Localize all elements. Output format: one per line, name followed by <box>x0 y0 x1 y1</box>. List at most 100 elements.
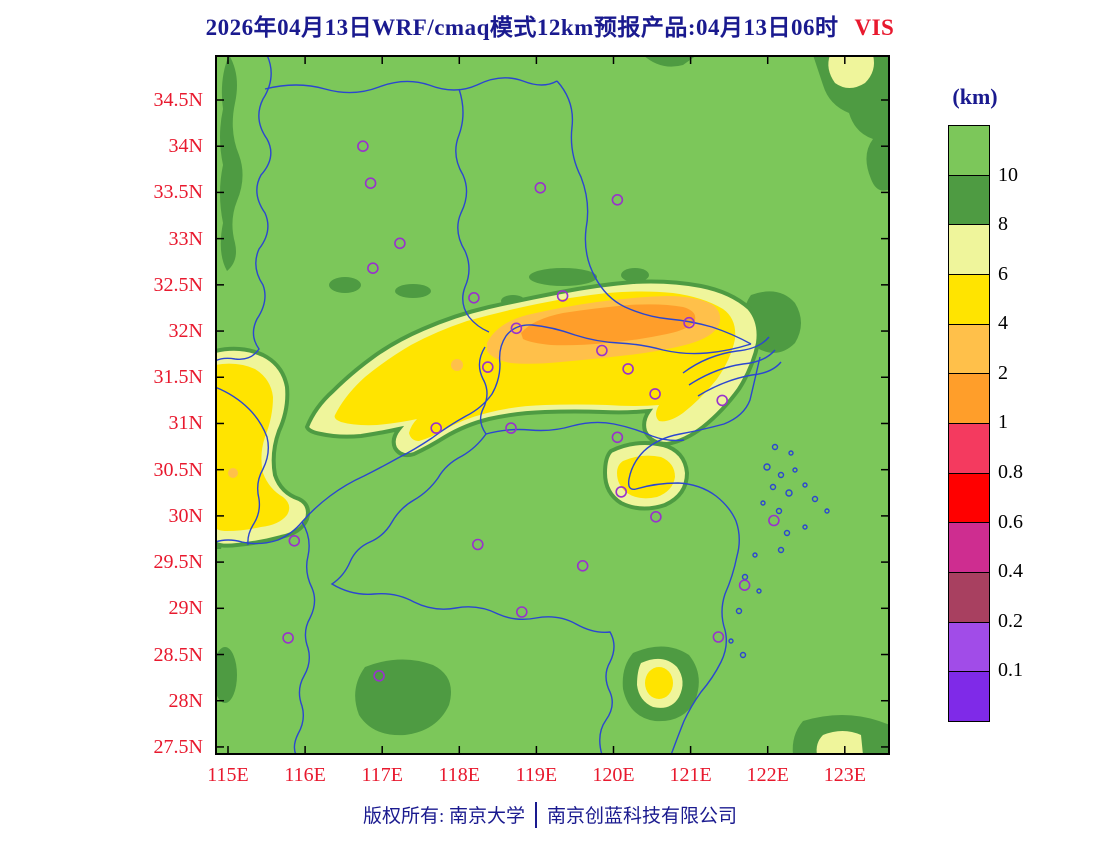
legend-value-label: 0.6 <box>998 510 1023 533</box>
island <box>739 651 747 659</box>
contour-2-4km-spot <box>228 468 238 478</box>
map-variable-tag: VIS <box>854 15 895 40</box>
contour-8-10km <box>355 659 451 736</box>
legend-value-label: 4 <box>998 312 1008 335</box>
lon-axis-label: 117E <box>361 764 403 786</box>
legend-color-swatch <box>949 126 989 176</box>
legend-value-label: 2 <box>998 361 1008 384</box>
lat-axis-label: 33N <box>168 227 203 250</box>
island <box>769 483 777 491</box>
island <box>752 552 758 558</box>
contour-6-8km-bottom-edge <box>816 731 863 755</box>
legend-color-swatch <box>949 275 989 325</box>
lat-axis-label: 29.5N <box>153 551 203 574</box>
legend-value-label: 10 <box>998 163 1018 186</box>
coastline-north <box>556 80 752 345</box>
legend-color-swatch <box>949 225 989 276</box>
island <box>756 588 762 594</box>
island <box>777 471 785 479</box>
island <box>811 495 819 503</box>
station-marker <box>481 361 494 373</box>
legend-value-label: 1 <box>998 411 1008 434</box>
legend-value-label: 0.8 <box>998 461 1023 484</box>
boundary-line <box>264 77 558 94</box>
station-marker <box>364 177 377 189</box>
contour-8-10km <box>621 268 649 282</box>
boundary-line <box>485 421 685 442</box>
lat-axis-label: 33.5N <box>153 181 203 204</box>
lat-axis-label: 30N <box>168 504 203 527</box>
station-marker <box>650 510 662 523</box>
boundary-line <box>455 88 490 333</box>
boundary-line <box>214 54 272 362</box>
lon-axis-label: 115E <box>207 764 249 786</box>
contour-8-10km <box>213 647 237 703</box>
island <box>735 607 743 615</box>
lat-axis-label: 31.5N <box>153 366 203 389</box>
lat-axis-label: 31N <box>168 412 203 435</box>
contour-4-6km-coastal-patch <box>645 667 673 699</box>
colorbar <box>948 125 990 722</box>
island <box>728 638 734 644</box>
lat-axis-label: 28.5N <box>153 643 203 666</box>
contour-4-6km-south-patch <box>617 455 675 499</box>
island <box>792 467 798 473</box>
copyright-footer: 版权所有: 南京大学 南京创蓝科技有限公司 <box>0 801 1100 828</box>
island <box>771 443 779 451</box>
lat-axis-label: 32.5N <box>153 273 203 296</box>
colorbar-unit-label: (km) <box>952 84 998 109</box>
legend-value-label: 6 <box>998 262 1008 285</box>
legend-value-label: 0.1 <box>998 659 1023 682</box>
station-marker <box>683 316 695 329</box>
island <box>802 524 808 530</box>
legend-color-swatch <box>949 523 989 574</box>
contour-8-10km <box>813 55 890 191</box>
yangtze-river <box>214 324 752 545</box>
station-marker <box>471 538 484 551</box>
visibility-map <box>213 54 890 756</box>
map-border <box>215 55 890 755</box>
legend-color-swatch <box>949 175 989 226</box>
contour-8-10km <box>529 268 597 286</box>
legend-value-label: 0.4 <box>998 560 1023 583</box>
legend-color-swatch <box>949 324 989 375</box>
contour-2-4km-spot <box>451 359 463 371</box>
station-markers <box>282 140 780 682</box>
coastline-south <box>627 356 761 756</box>
province-boundaries <box>214 54 830 756</box>
contour-8-10km <box>643 55 697 67</box>
island <box>775 507 783 515</box>
estuary-channel <box>682 336 770 374</box>
station-marker <box>288 534 301 547</box>
island <box>802 482 808 488</box>
island <box>824 508 830 514</box>
station-marker <box>367 262 379 274</box>
station-marker <box>712 631 725 643</box>
lat-axis-label: 29N <box>168 597 203 620</box>
lon-axis-label: 122E <box>746 764 789 786</box>
lon-axis-label: 120E <box>592 764 635 786</box>
contour-8-10km <box>395 284 431 298</box>
page-title: 2026年04月13日WRF/cmaq模式12km预报产品:04月13日06时 V… <box>0 8 1100 42</box>
island <box>785 489 793 497</box>
legend-color-swatch <box>949 672 989 722</box>
legend-color-swatch <box>949 424 989 474</box>
lat-axis-label: 27.5N <box>153 735 203 758</box>
lat-axis-label: 30.5N <box>153 458 203 481</box>
lat-axis-label: 34.5N <box>153 89 203 111</box>
station-marker <box>576 559 589 572</box>
station-marker <box>468 292 480 304</box>
footer-divider <box>535 801 537 828</box>
contour-4-6km-west-patch <box>215 363 290 531</box>
station-marker <box>505 422 517 434</box>
station-marker <box>596 344 608 357</box>
station-marker <box>394 237 406 250</box>
lon-axis-label: 119E <box>515 764 558 786</box>
station-marker <box>615 486 628 498</box>
estuary-channel <box>697 361 782 397</box>
legend-color-swatch <box>949 374 989 425</box>
lat-axis-label: 32N <box>168 320 203 343</box>
boundary-line <box>214 386 270 546</box>
lat-axis-label: 28N <box>168 689 203 712</box>
